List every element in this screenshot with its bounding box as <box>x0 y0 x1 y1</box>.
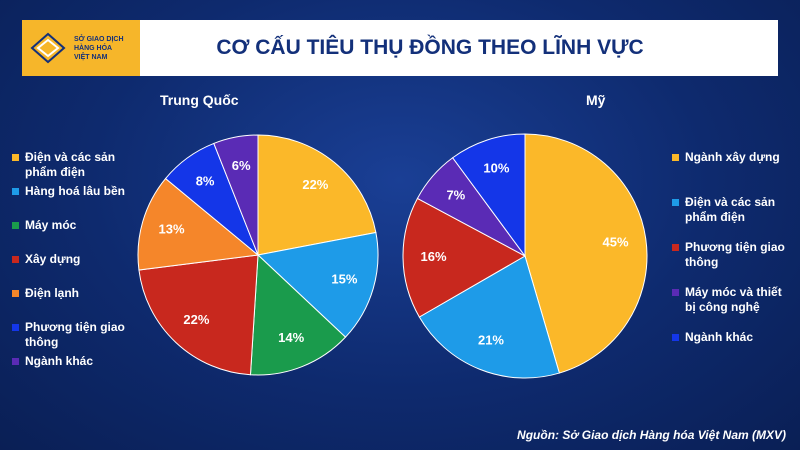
data-label: 13% <box>159 221 185 236</box>
legend-entry: Ngành khác <box>12 354 93 369</box>
legend-entry: Phương tiện giao thông <box>12 320 137 350</box>
legend-swatch <box>672 154 679 161</box>
logo-text: SỞ GIAO DỊCH <box>74 36 124 43</box>
logo-text: HÀNG HÓA <box>74 45 113 52</box>
legend-swatch <box>12 222 19 229</box>
legend-entry: Máy móc và thiết bị công nghệ <box>672 285 790 315</box>
legend-entry: Điện lạnh <box>12 286 79 301</box>
legend-label: Điện và các sản phẩm điện <box>25 150 116 179</box>
data-label: 7% <box>446 188 465 203</box>
pie-slice <box>137 177 260 271</box>
chart-title: Trung Quốc <box>160 92 239 108</box>
legend-label: Máy móc <box>25 218 77 232</box>
pie-slice <box>418 255 560 379</box>
pie-slice <box>451 133 526 258</box>
legend-label: Ngành khác <box>25 354 94 368</box>
data-label: 22% <box>302 177 328 192</box>
pie-slice <box>402 197 527 318</box>
legend-entry: Xây dựng <box>12 252 80 267</box>
legend-swatch <box>672 244 679 251</box>
pie-slice <box>257 134 377 256</box>
legend-entry: Phương tiện giao thông <box>672 240 790 270</box>
legend-swatch <box>12 188 19 195</box>
data-label: 8% <box>196 174 215 189</box>
page-title: CƠ CẤU TIÊU THỤ ĐỒNG THEO LĨNH VỰC <box>216 36 644 59</box>
legend-swatch <box>12 154 19 161</box>
pie-slice <box>524 133 648 374</box>
pie-slice <box>213 134 259 256</box>
legend-label: Hàng hoá lâu bền <box>25 184 126 198</box>
data-label: 22% <box>183 312 209 327</box>
legend-entry: Máy móc <box>12 218 76 233</box>
legend-label: Ngành xây dựng <box>685 150 780 164</box>
pie-slice <box>249 253 347 376</box>
legend-swatch <box>672 289 679 296</box>
pie-slice <box>138 254 259 376</box>
legend-swatch <box>12 290 19 297</box>
logo: SỞ GIAO DỊCH HÀNG HÓA VIỆT NAM <box>22 20 140 76</box>
legend-entry: Ngành xây dựng <box>672 150 780 165</box>
data-label: 21% <box>478 332 504 347</box>
legend-label: Xây dựng <box>25 252 81 266</box>
legend-label: Phương tiện giao thông <box>685 240 785 269</box>
source: Nguồn: Sở Giao dịch Hàng hóa Việt Nam (M… <box>517 428 786 442</box>
legend-entry: Ngành khác <box>672 330 753 345</box>
data-label: 6% <box>232 158 251 173</box>
legend-entry: Điện và các sản phẩm điện <box>672 195 790 225</box>
data-label: 10% <box>483 161 509 176</box>
data-label: 45% <box>603 234 629 249</box>
logo-text: VIỆT NAM <box>74 54 108 61</box>
legend-label: Ngành khác <box>685 330 754 344</box>
legend-swatch <box>12 324 19 331</box>
legend-label: Điện lạnh <box>25 286 80 300</box>
legend-swatch <box>672 334 679 341</box>
banner: CƠ CẤU TIÊU THỤ ĐỒNG THEO LĨNH VỰC <box>22 20 778 76</box>
legend-label: Phương tiện giao thông <box>25 320 125 349</box>
legend-entry: Hàng hoá lâu bền <box>12 184 125 199</box>
pie-slice <box>256 231 379 338</box>
data-label: 15% <box>331 272 357 287</box>
logo-icon <box>30 32 66 64</box>
legend-swatch <box>12 256 19 263</box>
legend-label: Điện và các sản phẩm điện <box>685 195 776 224</box>
data-label: 16% <box>420 249 446 264</box>
legend-swatch <box>12 358 19 365</box>
legend-entry: Điện và các sản phẩm điện <box>12 150 137 180</box>
legend-label: Máy móc và thiết bị công nghệ <box>685 285 782 314</box>
data-label: 14% <box>278 330 304 345</box>
chart-title: Mỹ <box>586 92 606 108</box>
legend-swatch <box>672 199 679 206</box>
